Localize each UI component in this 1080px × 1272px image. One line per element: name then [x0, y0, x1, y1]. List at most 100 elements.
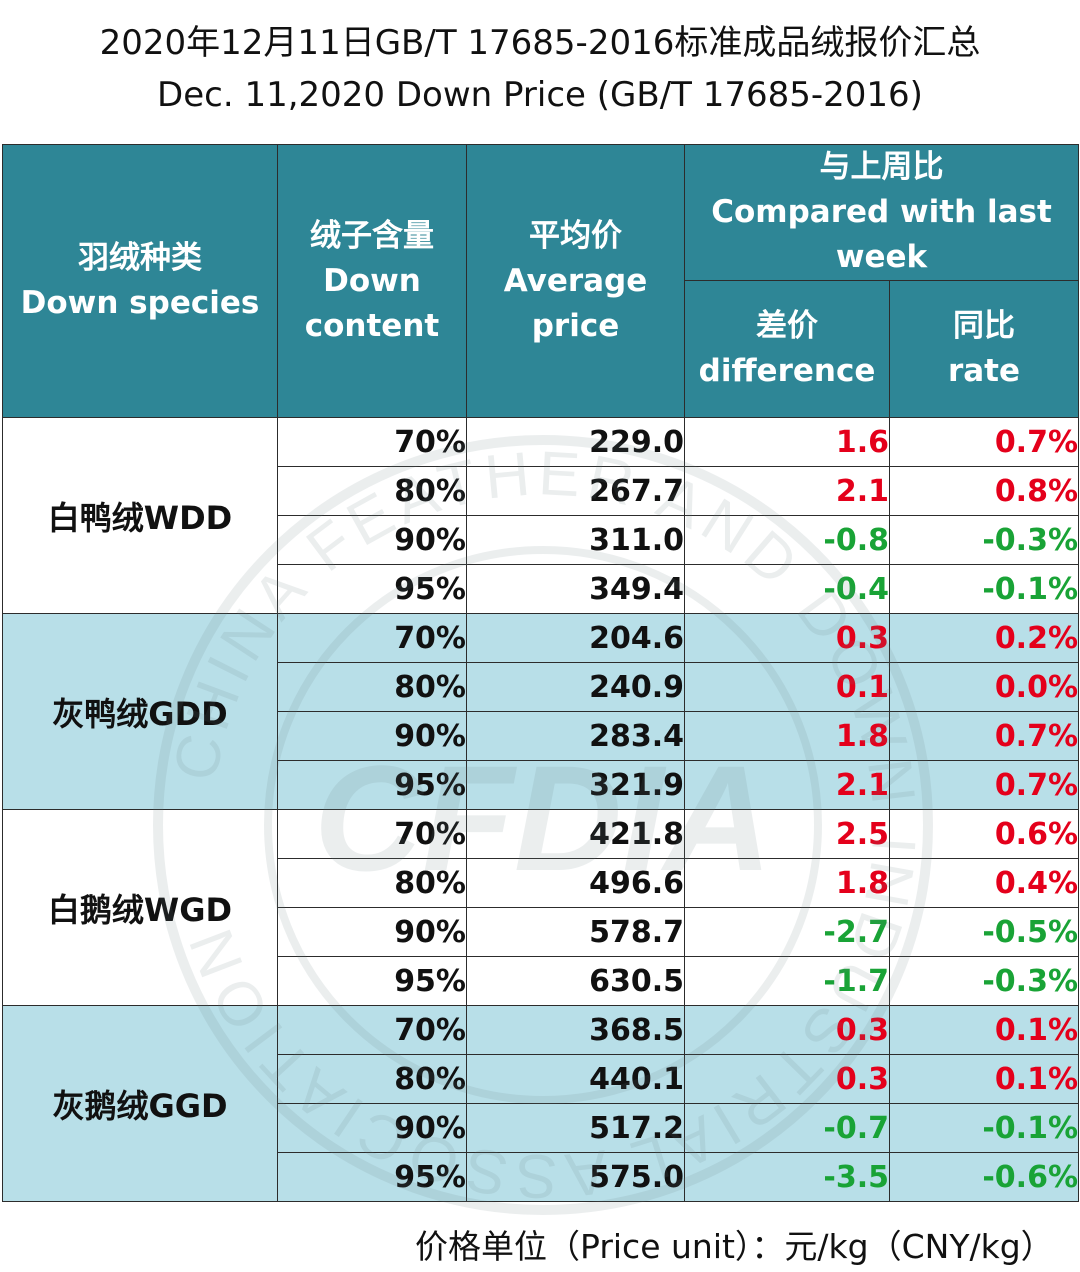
content-cell: 70%	[277, 809, 467, 859]
rate-cell: 0.2%	[888, 613, 1080, 663]
table-row: 80% 267.7 2.1 0.8%	[3, 466, 1080, 516]
header-rate-cn: 同比	[953, 308, 1015, 344]
table-row: 95% 321.9 2.1 0.7%	[3, 760, 1080, 810]
difference-cell: 0.3	[684, 613, 890, 663]
header-compare: 与上周比 Compared with last week	[683, 144, 1080, 281]
average-price-cell: 517.2	[466, 1103, 685, 1153]
content-cell: 95%	[277, 1152, 467, 1202]
content-cell: 80%	[277, 662, 467, 712]
table-row: 灰鹅绒GGD 70% 368.5 0.3 0.1%	[2, 1005, 1080, 1202]
table-row: 80% 496.6 1.8 0.4%	[3, 858, 1080, 908]
difference-cell: -2.7	[684, 907, 890, 957]
content-cell: 70%	[277, 417, 467, 467]
rate-cell: 0.7%	[888, 417, 1080, 467]
average-price-cell: 283.4	[466, 711, 685, 761]
header-rate: 同比 rate	[888, 280, 1080, 418]
header-row-top: 羽绒种类 Down species 绒子含量 Down content 平均价 …	[2, 144, 1080, 418]
difference-cell: 1.8	[684, 711, 890, 761]
rate-cell: -0.1%	[888, 1103, 1080, 1153]
difference-cell: -3.5	[684, 1152, 890, 1202]
rate-cell: 0.7%	[888, 760, 1080, 810]
rate-cell: 0.4%	[888, 858, 1080, 908]
header-species: 羽绒种类 Down species	[2, 144, 278, 418]
table-row: 95% 349.4 -0.4 -0.1%	[3, 564, 1080, 614]
content-cell: 90%	[277, 1103, 467, 1153]
species-cell: 灰鹅绒GGD	[2, 1005, 278, 1202]
difference-cell: -0.8	[684, 515, 890, 565]
average-price-cell: 321.9	[466, 760, 685, 810]
average-price-cell: 349.4	[466, 564, 685, 614]
average-price-cell: 229.0	[466, 417, 685, 467]
content-cell: 70%	[277, 613, 467, 663]
species-cell: 白鸭绒WDD	[2, 417, 278, 614]
rate-cell: -0.3%	[888, 515, 1080, 565]
table-row: 灰鸭绒GDD 70% 204.6 0.3 0.2%	[2, 613, 1080, 810]
average-price-cell: 496.6	[466, 858, 685, 908]
header-avg-en1: Average	[503, 262, 648, 299]
content-cell: 80%	[277, 858, 467, 908]
rate-cell: 0.1%	[888, 1005, 1080, 1055]
content-cell: 90%	[277, 515, 467, 565]
difference-cell: 2.1	[684, 466, 890, 516]
header-row-sub: 差价 difference 同比 rate	[3, 280, 1080, 418]
average-price-cell: 575.0	[466, 1152, 685, 1202]
table-row: 80% 240.9 0.1 0.0%	[3, 662, 1080, 712]
rate-cell: -0.1%	[888, 564, 1080, 614]
price-table: 羽绒种类 Down species 绒子含量 Down content 平均价 …	[2, 144, 1080, 1202]
average-price-cell: 421.8	[466, 809, 685, 859]
rate-cell: -0.3%	[888, 956, 1080, 1006]
content-cell: 90%	[277, 907, 467, 957]
header-diff-cn: 差价	[756, 308, 818, 344]
rate-cell: -0.5%	[888, 907, 1080, 957]
average-price-cell: 240.9	[466, 662, 685, 712]
rate-cell: 0.8%	[888, 466, 1080, 516]
header-species-en: Down species	[20, 285, 260, 321]
content-cell: 70%	[277, 1005, 467, 1055]
content-cell: 90%	[277, 711, 467, 761]
content-cell: 95%	[277, 956, 467, 1006]
difference-cell: 0.3	[684, 1054, 890, 1104]
species-cell: 灰鸭绒GDD	[2, 613, 278, 810]
content-cell: 80%	[277, 466, 467, 516]
average-price-cell: 204.6	[466, 613, 685, 663]
average-price-cell: 311.0	[466, 515, 685, 565]
difference-cell: -0.7	[684, 1103, 890, 1153]
header-average-price: 平均价 Average price	[466, 144, 685, 418]
header-content-en2: content	[304, 307, 440, 344]
rate-cell: 0.6%	[888, 809, 1080, 859]
difference-cell: 2.1	[684, 760, 890, 810]
header-compare-cn: 与上周比	[819, 149, 944, 185]
header-diff-en: difference	[698, 353, 876, 389]
rate-cell: 0.0%	[888, 662, 1080, 712]
difference-cell: 1.6	[684, 417, 890, 467]
average-price-cell: 368.5	[466, 1005, 685, 1055]
header-avg-cn: 平均价	[529, 217, 622, 254]
difference-cell: -1.7	[684, 956, 890, 1006]
page-title: 2020年12月11日GB/T 17685-2016标准成品绒报价汇总	[99, 23, 981, 63]
rate-cell: 0.1%	[888, 1054, 1080, 1104]
content-cell: 80%	[277, 1054, 467, 1104]
average-price-cell: 267.7	[466, 466, 685, 516]
table-row: 90% 578.7 -2.7 -0.5%	[3, 907, 1080, 957]
table-row: 90% 311.0 -0.8 -0.3%	[3, 515, 1080, 565]
price-unit-note: 价格单位（Price unit）：元/kg（CNY/kg）	[415, 1227, 1054, 1266]
header-compare-en2: week	[835, 239, 928, 275]
rate-cell: -0.6%	[888, 1152, 1080, 1202]
table-row: 90% 517.2 -0.7 -0.1%	[3, 1103, 1080, 1153]
header-content: 绒子含量 Down content	[277, 144, 467, 418]
difference-cell: -0.4	[684, 564, 890, 614]
average-price-cell: 630.5	[466, 956, 685, 1006]
table-row: 80% 440.1 0.3 0.1%	[3, 1054, 1080, 1104]
content-cell: 95%	[277, 564, 467, 614]
header-content-cn: 绒子含量	[310, 217, 434, 254]
difference-cell: 0.3	[684, 1005, 890, 1055]
header-rate-en: rate	[947, 353, 1021, 389]
header-avg-en2: price	[531, 307, 620, 344]
average-price-cell: 578.7	[466, 907, 685, 957]
content-cell: 95%	[277, 760, 467, 810]
difference-cell: 0.1	[684, 662, 890, 712]
average-price-cell: 440.1	[466, 1054, 685, 1104]
difference-cell: 2.5	[684, 809, 890, 859]
header-difference: 差价 difference	[684, 280, 890, 418]
header-compare-en1: Compared with last	[711, 194, 1052, 230]
